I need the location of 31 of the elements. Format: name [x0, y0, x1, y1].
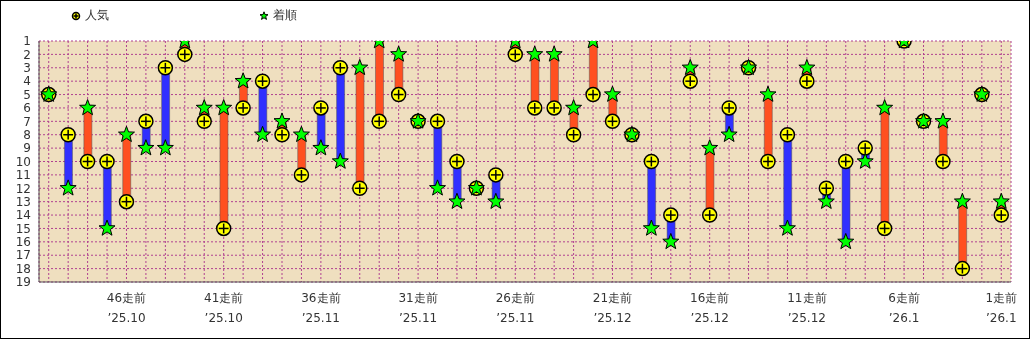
x-tick-label: 36走前 ’25.11 — [301, 291, 341, 325]
legend-label: 人気 — [85, 7, 109, 24]
y-tick-label: 17 — [15, 248, 31, 263]
y-tick-label: 5 — [23, 87, 31, 102]
y-tick-label: 2 — [23, 47, 31, 62]
y-tick-label: 15 — [15, 221, 31, 236]
y-tick-label: 7 — [23, 114, 31, 129]
y-tick-label: 8 — [23, 127, 31, 142]
x-tick-label: 46走前 ’25.10 — [106, 291, 147, 325]
x-tick-label: 26走前 ’25.11 — [495, 291, 535, 325]
y-tick-label: 18 — [15, 261, 31, 276]
y-tick-label: 10 — [15, 154, 31, 169]
legend-label: 着順 — [273, 7, 297, 24]
y-tick-label: 9 — [23, 141, 31, 156]
x-tick-label: 16走前 ’25.12 — [690, 291, 730, 325]
x-tick-label: 1走前 ’26.1 — [985, 291, 1018, 325]
x-tick-label: 11走前 ’25.12 — [787, 291, 827, 325]
y-tick-label: 1 — [23, 34, 31, 49]
y-tick-label: 19 — [15, 275, 31, 290]
y-tick-label: 13 — [15, 194, 31, 209]
y-tick-label: 12 — [15, 181, 31, 196]
y-tick-label: 11 — [15, 168, 31, 183]
y-tick-label: 14 — [15, 208, 31, 223]
x-tick-label: 6走前 ’26.1 — [888, 291, 920, 325]
y-tick-label: 3 — [23, 61, 31, 76]
y-tick-label: 16 — [15, 235, 31, 250]
x-tick-label: 41走前 ’25.10 — [204, 291, 244, 325]
y-tick-label: 6 — [23, 101, 31, 116]
y-tick-label: 4 — [23, 74, 31, 89]
x-tick-label: 31走前 ’25.11 — [398, 291, 438, 325]
x-tick-label: 21走前 ’25.12 — [592, 291, 633, 325]
